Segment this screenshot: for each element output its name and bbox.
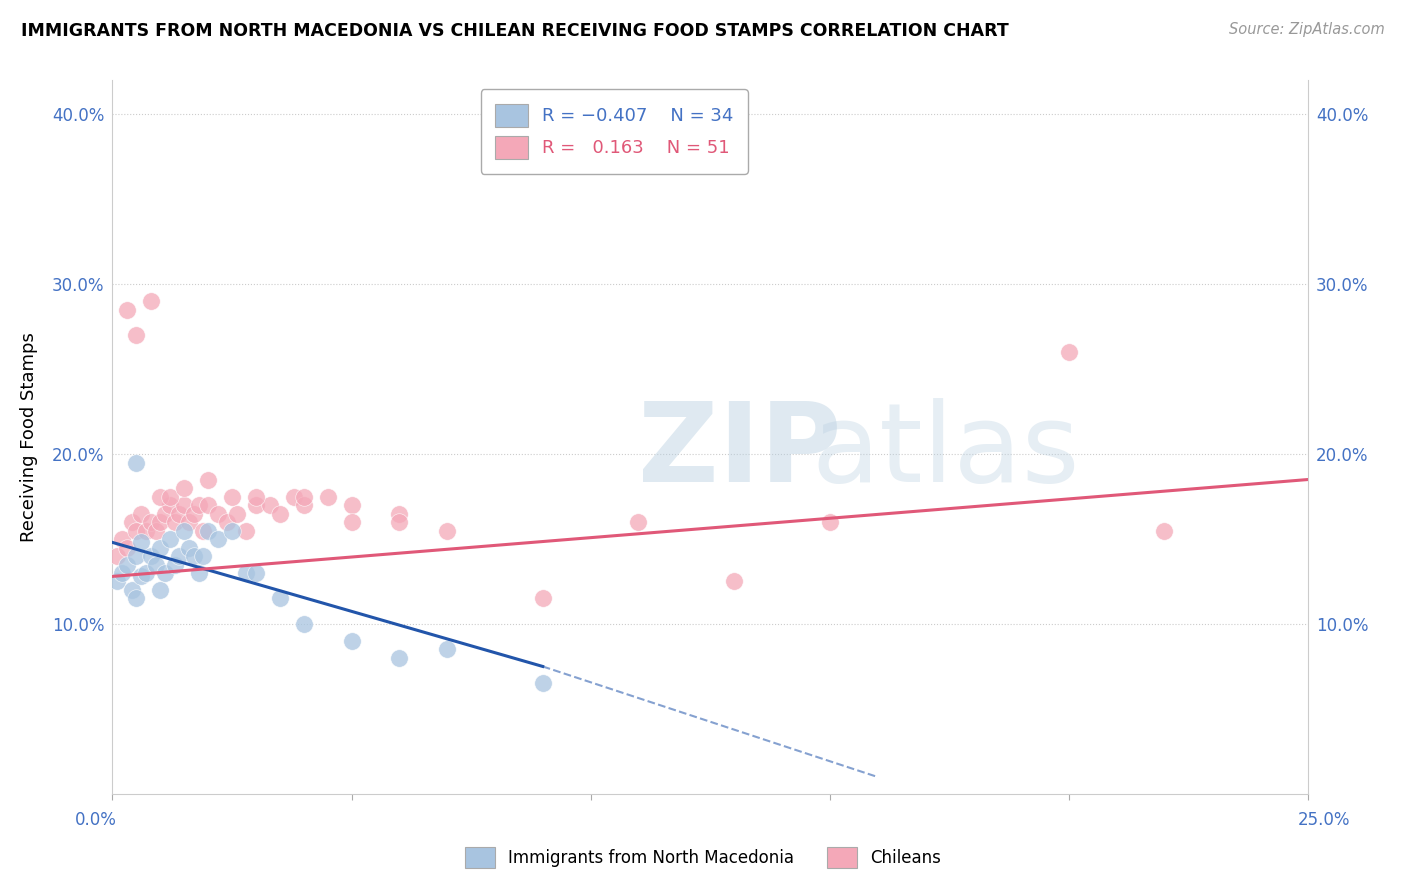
Point xyxy=(159,490,181,504)
Text: 25.0%: 25.0% xyxy=(1298,811,1351,829)
Point xyxy=(316,490,339,504)
Point xyxy=(197,524,219,538)
Point xyxy=(129,535,152,549)
Point xyxy=(145,558,167,572)
Point xyxy=(340,498,363,512)
Point xyxy=(1153,524,1175,538)
Point xyxy=(105,549,128,563)
Point xyxy=(139,515,162,529)
Y-axis label: Receiving Food Stamps: Receiving Food Stamps xyxy=(20,332,38,542)
Text: atlas: atlas xyxy=(811,398,1080,505)
Point xyxy=(139,294,162,309)
Point xyxy=(183,549,205,563)
Point xyxy=(269,591,291,606)
Text: ZIP: ZIP xyxy=(638,398,842,505)
Text: Source: ZipAtlas.com: Source: ZipAtlas.com xyxy=(1229,22,1385,37)
Point xyxy=(292,490,315,504)
Point xyxy=(173,498,195,512)
Point xyxy=(135,524,157,538)
Point xyxy=(139,549,162,563)
Point xyxy=(153,507,176,521)
Point xyxy=(193,549,215,563)
Point xyxy=(145,524,167,538)
Point xyxy=(111,532,134,546)
Legend: R = −0.407    N = 34, R =   0.163    N = 51: R = −0.407 N = 34, R = 0.163 N = 51 xyxy=(481,89,748,174)
Point xyxy=(115,541,138,555)
Point xyxy=(149,490,172,504)
Point xyxy=(177,541,200,555)
Point xyxy=(197,473,219,487)
Point xyxy=(388,651,411,665)
Point xyxy=(153,566,176,580)
Point xyxy=(173,524,195,538)
Point xyxy=(245,566,267,580)
Point xyxy=(283,490,305,504)
Point xyxy=(111,566,134,580)
Point xyxy=(245,498,267,512)
Point xyxy=(627,515,650,529)
Point xyxy=(121,582,143,597)
Point xyxy=(149,515,172,529)
Point xyxy=(115,558,138,572)
Point xyxy=(125,456,148,470)
Point xyxy=(149,582,172,597)
Point xyxy=(135,566,157,580)
Point xyxy=(197,498,219,512)
Point xyxy=(225,507,247,521)
Text: IMMIGRANTS FROM NORTH MACEDONIA VS CHILEAN RECEIVING FOOD STAMPS CORRELATION CHA: IMMIGRANTS FROM NORTH MACEDONIA VS CHILE… xyxy=(21,22,1010,40)
Point xyxy=(159,498,181,512)
Point xyxy=(207,507,229,521)
Point xyxy=(183,507,205,521)
Point xyxy=(269,507,291,521)
Point xyxy=(125,524,148,538)
Point xyxy=(292,498,315,512)
Point xyxy=(163,558,186,572)
Point xyxy=(129,507,152,521)
Point xyxy=(121,515,143,529)
Point xyxy=(531,591,554,606)
Point xyxy=(129,569,152,583)
Point xyxy=(163,515,186,529)
Point xyxy=(436,642,458,657)
Point xyxy=(125,328,148,343)
Point xyxy=(159,532,181,546)
Point xyxy=(207,532,229,546)
Point xyxy=(105,574,128,589)
Point xyxy=(169,507,191,521)
Point xyxy=(723,574,745,589)
Point xyxy=(388,507,411,521)
Point xyxy=(125,591,148,606)
Point xyxy=(177,515,200,529)
Point xyxy=(173,481,195,495)
Point xyxy=(115,302,138,317)
Point xyxy=(531,676,554,690)
Point xyxy=(169,549,191,563)
Point xyxy=(193,524,215,538)
Point xyxy=(187,498,209,512)
Point xyxy=(388,515,411,529)
Point xyxy=(245,490,267,504)
Point xyxy=(340,515,363,529)
Point xyxy=(259,498,281,512)
Point xyxy=(221,524,243,538)
Point xyxy=(217,515,239,529)
Point xyxy=(818,515,841,529)
Point xyxy=(235,566,257,580)
Point xyxy=(125,549,148,563)
Text: 0.0%: 0.0% xyxy=(75,811,117,829)
Legend: Immigrants from North Macedonia, Chileans: Immigrants from North Macedonia, Chilean… xyxy=(458,840,948,875)
Point xyxy=(149,541,172,555)
Point xyxy=(292,617,315,632)
Point xyxy=(436,524,458,538)
Point xyxy=(235,524,257,538)
Point xyxy=(221,490,243,504)
Point xyxy=(187,566,209,580)
Point xyxy=(1057,345,1080,359)
Point xyxy=(340,634,363,648)
